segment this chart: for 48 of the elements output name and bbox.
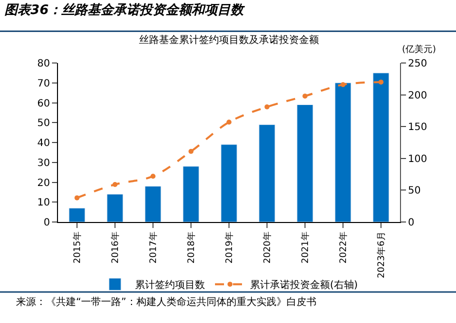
y-tick-label: 80 bbox=[37, 58, 50, 70]
point bbox=[264, 104, 270, 110]
chart-title: 图表36：丝路基金承诺投资金额和项目数 bbox=[4, 2, 246, 18]
bar bbox=[296, 104, 314, 222]
y-tick-label: 40 bbox=[37, 138, 50, 149]
point bbox=[74, 195, 80, 200]
y-tick-label: 0 bbox=[44, 218, 50, 228]
y2-tick-label: 100 bbox=[408, 154, 428, 165]
point bbox=[112, 182, 118, 187]
point bbox=[188, 148, 194, 154]
point bbox=[302, 94, 308, 99]
source-note: 来源：《共建“一带一路”：构建人类命运共同体的重大实践》白皮书 bbox=[16, 296, 316, 308]
x-tick-label: 2021年 bbox=[300, 232, 311, 264]
y-tick-label: 30 bbox=[37, 158, 50, 169]
x-tick-label: 2023年6月 bbox=[376, 232, 387, 278]
y-tick-label: 70 bbox=[37, 78, 50, 90]
bar bbox=[334, 82, 352, 222]
x-tick-label: 2018年 bbox=[186, 232, 197, 264]
y2-axis-title: (亿美元) bbox=[402, 44, 436, 55]
y2-tick-label: 250 bbox=[408, 58, 428, 70]
x-tick-label: 2020年 bbox=[262, 232, 273, 264]
y2-tick-label: 0 bbox=[408, 218, 414, 228]
bar bbox=[68, 208, 86, 222]
bar bbox=[220, 144, 238, 222]
bar bbox=[372, 72, 390, 222]
point bbox=[150, 174, 156, 179]
x-tick-label: 2022年 bbox=[338, 232, 349, 264]
bar bbox=[258, 124, 276, 222]
y2-tick-label: 50 bbox=[408, 186, 421, 197]
y-tick-label: 20 bbox=[37, 178, 50, 189]
legend-label: 累计承诺投资金额(右轴) bbox=[250, 279, 358, 292]
point bbox=[378, 80, 384, 85]
y-tick-label: 60 bbox=[37, 98, 50, 110]
point bbox=[226, 120, 232, 125]
bar bbox=[182, 166, 200, 222]
x-tick-label: 2019年 bbox=[224, 232, 235, 264]
bar bbox=[144, 186, 162, 222]
x-tick-label: 2017年 bbox=[148, 232, 159, 264]
x-tick-label: 2016年 bbox=[110, 232, 121, 264]
chart-subtitle: 丝路基金累计签约项目数及承诺投资金额 bbox=[139, 34, 319, 46]
x-tick-label: 2015年 bbox=[72, 232, 83, 264]
y2-tick-label: 150 bbox=[408, 122, 428, 134]
y-tick-label: 10 bbox=[37, 198, 50, 209]
y2-tick-label: 200 bbox=[408, 90, 428, 102]
point bbox=[340, 82, 346, 88]
bar bbox=[106, 194, 124, 222]
y-tick-label: 50 bbox=[37, 118, 50, 130]
legend-label: 累计签约项目数 bbox=[135, 279, 205, 292]
